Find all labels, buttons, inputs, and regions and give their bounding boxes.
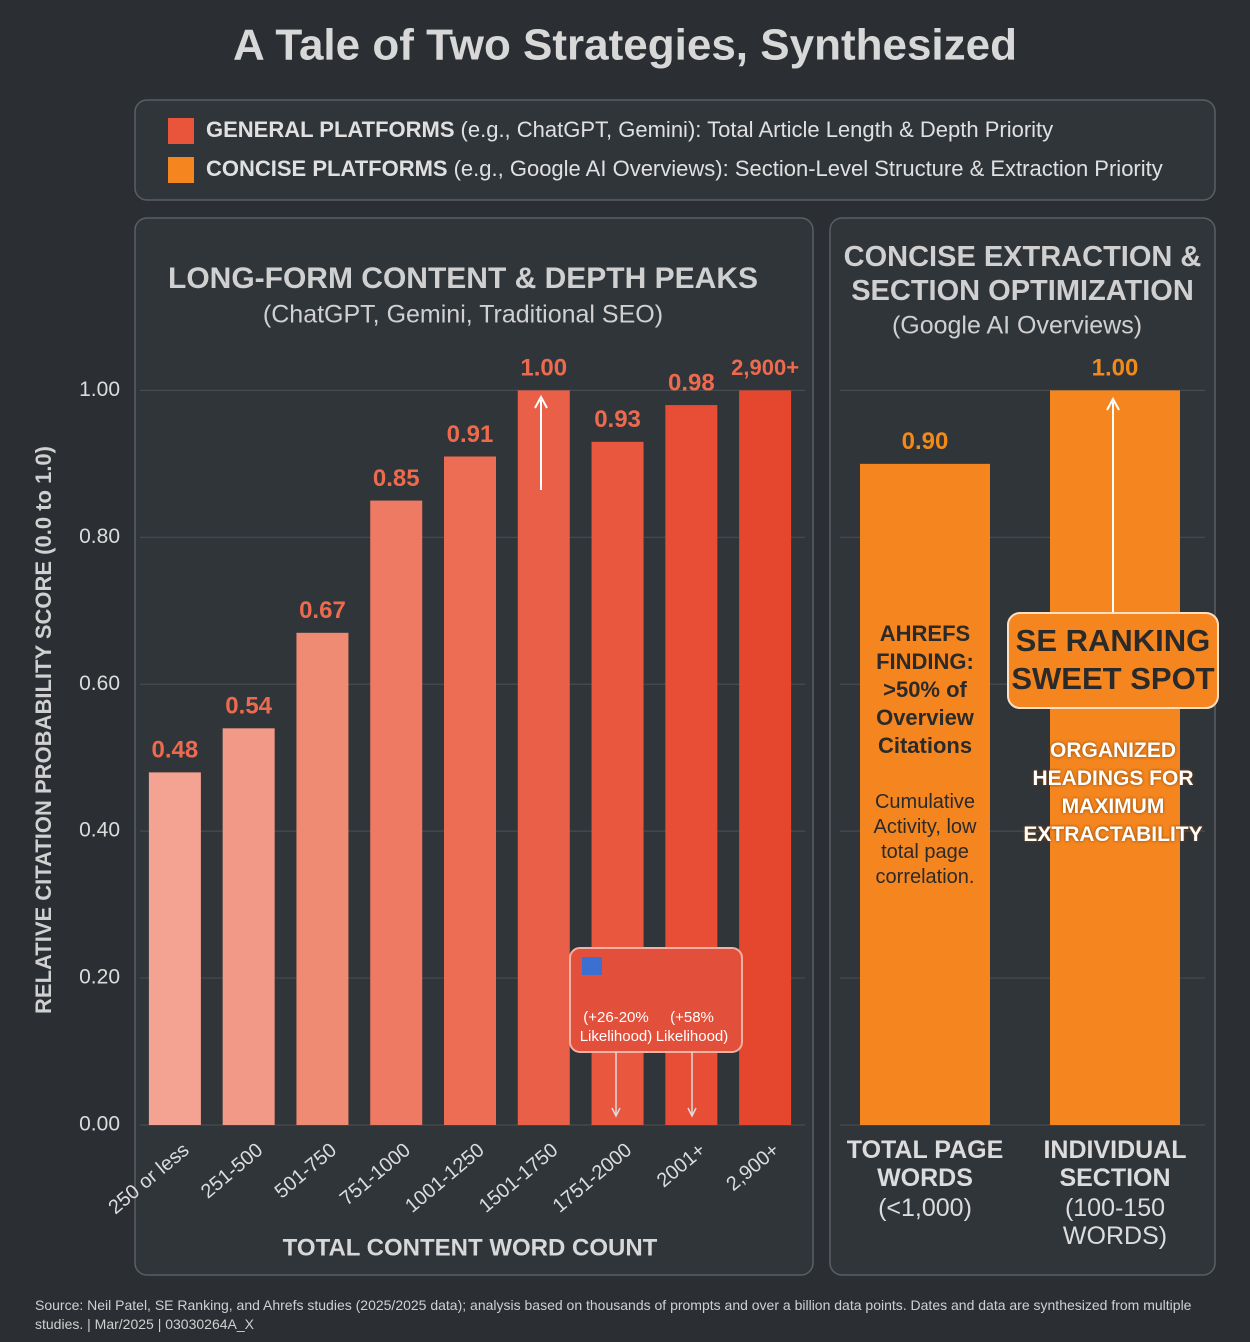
y-tick-label: 1.00 [79,378,120,401]
bar [860,463,990,1125]
annotation: AHREFS FINDING: >50% of Overview Citatio… [876,621,974,758]
x-tick-note: (100-150 WORDS) [1062,1194,1168,1250]
value-label: 0.98 [668,369,715,396]
x-tick-label: INDIVIDUAL SECTION [1043,1136,1187,1192]
legend-swatch [168,157,194,183]
legend-box [134,99,1216,201]
arrow-head [1106,396,1120,411]
y-tick-label: 0.80 [79,525,120,548]
legend-entry: GENERAL PLATFORMS (e.g., ChatGPT, Gemini)… [206,117,1053,142]
bar [370,500,423,1126]
decorations: GENERAL PLATFORMS (e.g., ChatGPT, Gemini)… [168,117,1219,1118]
callout-note: ORGANIZED HEADINGS FOR MAXIMUM EXTRACTAB… [1023,739,1203,846]
page-title: A Tale of Two Strategies, Synthesized [233,21,1017,70]
bar [222,728,275,1125]
peak-label: 2,900+ [731,355,799,380]
icon [582,957,602,975]
callout: SE RANKING SWEET SPOT [1011,623,1215,696]
value-label: 0.54 [225,693,272,720]
legend-entry: CONCISE PLATFORMS (e.g., Google AI Overvi… [206,156,1163,181]
annotation-note: Cumulative Activity, low total page corr… [873,791,977,888]
chart-subtitle: (ChatGPT, Gemini, Traditional SEO) [263,301,663,329]
value-label: 0.93 [594,406,641,433]
legend-text: (e.g., ChatGPT, Gemini): Total Article L… [461,117,1054,142]
value-label: 1.00 [520,355,567,382]
chart-subtitle: (Google AI Overviews) [892,312,1142,340]
x-tick-label: TOTAL PAGE WORDS [846,1136,1004,1192]
y-tick-label: 0.00 [79,1113,120,1136]
x-axis-label: TOTAL CONTENT WORD COUNT [283,1234,658,1261]
bar [444,456,496,1125]
value-label: 0.91 [447,421,494,448]
x-tick-note: (<1,000) [878,1194,972,1222]
y-axis-label: RELATIVE CITATION PROBABILITY SCORE (0.0… [31,446,56,1014]
chart-title: CONCISE EXTRACTION & SECTION OPTIMIZATIO… [843,241,1202,307]
value-label: 0.85 [373,465,420,492]
arrow-head [611,1107,697,1118]
value-label: 0.90 [902,428,949,455]
chart-title: LONG-FORM CONTENT & DEPTH PEAKS [168,262,758,295]
bar [1050,390,1180,1125]
legend-swatch [168,118,194,144]
legend-name: GENERAL PLATFORMS [206,117,455,142]
value-label: 0.48 [152,737,199,764]
value-label: 0.67 [299,597,346,624]
callout-detail: (+26-20% Likelihood) [579,1009,653,1045]
legend-name: CONCISE PLATFORMS [206,156,448,181]
callout-box [1007,612,1219,709]
arrow-head [534,394,548,409]
y-tick-label: 0.20 [79,966,120,989]
y-tick-label: 0.60 [79,672,120,695]
bar [739,390,792,1125]
y-tick-label: 0.40 [79,819,120,842]
value-label: 1.00 [1092,355,1139,382]
bar [296,632,349,1125]
legend-text: (e.g., Google AI Overviews): Section-Lev… [454,156,1163,181]
callout-detail: (+58% Likelihood) [655,1009,729,1045]
bar [517,390,570,1125]
source: Source: Neil Patel, SE Ranking, and Ahre… [35,1297,1192,1332]
callout-box [569,947,743,1053]
bar [148,772,201,1125]
